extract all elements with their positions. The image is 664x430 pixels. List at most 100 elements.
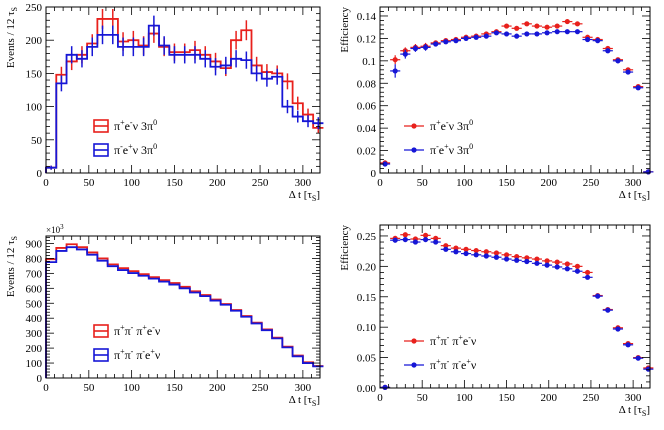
x-tick-label: 50	[417, 392, 429, 404]
data-point-blue	[564, 29, 570, 35]
y-tick-label: 500	[26, 298, 43, 310]
data-point-blue	[453, 38, 459, 44]
data-point-blue	[625, 69, 631, 75]
y-tick-label: 0.20	[357, 261, 377, 273]
legend-label-red: π+π- π+e-ν	[430, 333, 477, 348]
data-point-blue	[595, 38, 601, 44]
x-tick-label: 200	[541, 177, 558, 189]
y-tick-label: 250	[26, 2, 43, 14]
data-point-blue	[503, 31, 510, 37]
data-point-blue	[392, 237, 398, 243]
data-point-blue	[534, 31, 540, 37]
y-tick-label: 200	[26, 343, 43, 355]
plot-frame	[379, 6, 651, 174]
data-point-blue	[514, 33, 520, 39]
x-tick-label: 150	[166, 382, 183, 394]
x-tick-label: 100	[123, 382, 140, 394]
data-point-blue	[584, 274, 591, 280]
x-tick-label: 200	[209, 382, 226, 394]
data-point-red	[453, 245, 459, 251]
x-tick-label: 50	[83, 177, 95, 189]
x-tick-label: 250	[583, 177, 600, 189]
y-tick-label: 600	[26, 283, 43, 295]
x-axis-label: Δ t [τS]	[619, 189, 650, 203]
x-tick-label: 150	[498, 392, 515, 404]
y-axis-label: Efficiency	[339, 7, 351, 53]
legend-label-red: π+π- π+e-ν	[114, 323, 161, 338]
x-tick-label: 50	[83, 382, 95, 394]
y-scale-label: ×103	[46, 223, 64, 235]
x-tick-label: 300	[625, 177, 642, 189]
data-point-red	[544, 258, 550, 264]
x-tick-label: 0	[43, 177, 49, 189]
y-tick-label: 0.04	[357, 123, 377, 135]
x-tick-label: 300	[295, 177, 312, 189]
x-tick-label: 200	[541, 392, 558, 404]
data-point-blue	[635, 355, 641, 361]
x-tick-label: 150	[498, 177, 515, 189]
data-point-red	[514, 25, 520, 31]
data-point-blue	[584, 36, 591, 43]
data-point-blue	[392, 68, 398, 74]
y-tick-label: 0.15	[357, 292, 377, 304]
data-point-red	[503, 252, 510, 258]
legend-marker-blue	[411, 362, 417, 368]
legend-label-blue: π+π- π-e+ν	[114, 347, 161, 362]
data-point-red	[514, 254, 520, 260]
legend-label-blue: π-e+ν 3π0	[114, 142, 157, 157]
data-point-red	[483, 249, 489, 255]
data-point-blue	[493, 30, 500, 36]
data-point-blue	[463, 250, 469, 257]
data-point-blue	[402, 51, 408, 57]
y-tick-label: 0.08	[357, 78, 377, 90]
y-tick-label: 0.00	[357, 383, 377, 395]
x-tick-label: 150	[166, 177, 183, 189]
legend-marker-red	[411, 338, 417, 344]
data-point-blue	[625, 342, 631, 348]
data-point-blue	[524, 258, 530, 265]
y-tick-label: 0.1	[362, 56, 376, 68]
data-point-blue	[524, 31, 530, 37]
data-point-blue	[544, 30, 550, 36]
data-point-blue	[473, 34, 479, 40]
data-point-blue	[422, 44, 429, 50]
data-point-red	[564, 261, 570, 267]
data-point-blue	[574, 268, 581, 274]
panel-p3: 0 50 100 150 200 250 3000100200300400500600700…	[5, 223, 324, 408]
legend-marker-red	[411, 123, 417, 129]
plot-frame	[379, 224, 651, 389]
x-tick-label: 250	[583, 392, 600, 404]
x-axis-label: Δ t [τS]	[289, 394, 320, 408]
data-point-red	[392, 57, 398, 63]
y-tick-label: 0.05	[357, 353, 377, 365]
data-point-blue	[493, 254, 500, 260]
data-point-red	[524, 255, 530, 261]
legend-label-red: π+e-ν 3π0	[430, 118, 473, 133]
data-point-red	[524, 21, 530, 27]
y-axis-label: Events / 12 τS	[5, 7, 19, 68]
x-axis-label: Δ t [τS]	[619, 404, 650, 418]
y-tick-label: 700	[26, 268, 43, 280]
data-point-red	[402, 232, 408, 238]
y-tick-label: 0	[37, 168, 43, 180]
x-tick-label: 0	[377, 392, 383, 404]
y-tick-label: 100	[26, 102, 43, 114]
data-point-blue	[433, 239, 439, 245]
y-tick-label: 0.10	[357, 322, 377, 334]
x-tick-label: 0	[377, 177, 383, 189]
y-tick-label: 0	[37, 373, 43, 385]
panel-p4: 0 50 100 150 200 250 300 0.00 0.05 0.10 0.15 0.20 0.…	[339, 224, 654, 418]
y-tick-label: 0.14	[357, 11, 377, 23]
x-tick-label: 0	[43, 382, 49, 394]
data-point-red	[584, 269, 591, 276]
hist-line-red	[45, 243, 324, 378]
data-point-blue	[514, 257, 520, 263]
data-point-blue	[382, 384, 388, 390]
data-point-red	[534, 256, 540, 262]
data-point-red	[433, 235, 439, 241]
data-point-blue	[605, 48, 611, 54]
x-tick-label: 50	[417, 177, 429, 189]
y-tick-label: 0.06	[357, 101, 377, 113]
data-point-blue	[615, 326, 621, 332]
x-tick-label: 100	[123, 177, 140, 189]
